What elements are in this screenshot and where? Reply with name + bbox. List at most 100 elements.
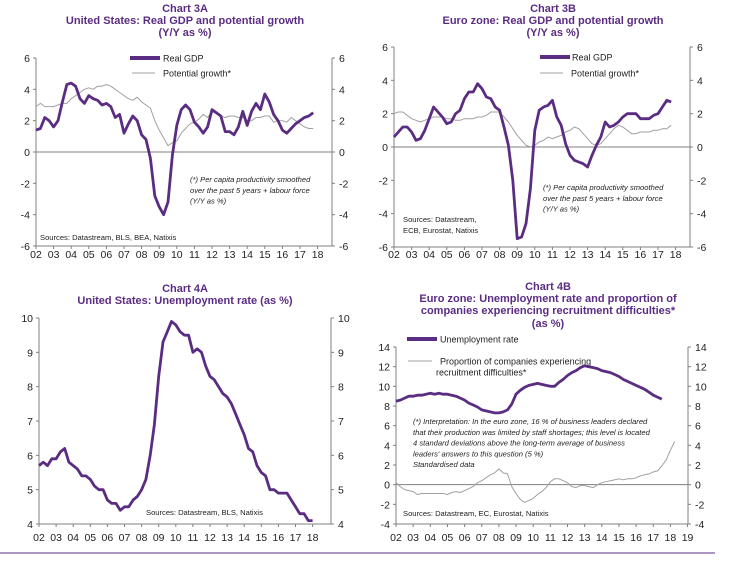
x-tick-label: 04 [423,249,435,261]
y-tick-label-right: 10 [338,313,350,325]
series-line-0 [392,82,672,241]
x-tick-label: 09 [510,532,522,544]
y-tick-label: -4 [379,209,388,221]
y-tick-label: 12 [378,362,390,374]
x-tick-label: 17 [647,532,659,544]
y-tick-label: 0 [384,480,390,492]
x-tick-label: 06 [101,249,113,261]
x-tick-label: 14 [241,249,253,261]
x-tick-label: 12 [562,532,574,544]
y-tick-label: 2 [384,460,390,472]
x-tick-label: 09 [153,249,165,261]
x-tick-label: 08 [136,532,148,544]
x-tick-label: 10 [529,249,541,261]
x-tick-label: 11 [547,249,558,261]
y-tick-label: 8 [27,382,33,394]
y-tick-label: 6 [384,421,390,433]
y-tick-label: 4 [27,519,33,531]
x-tick-label: 14 [596,532,608,544]
y-tick-label: -2 [21,178,30,190]
y-tick-label-right: 2 [697,109,703,121]
x-tick-label: 02 [390,532,402,544]
x-tick-label: 18 [670,249,682,261]
y-tick-label: -4 [21,210,30,222]
x-tick-label: 04 [424,532,436,544]
y-tick-label: 6 [382,42,388,54]
y-tick-label-right: 14 [695,342,707,354]
chart-title: Euro zone: Real GDP and potential growth [442,15,663,27]
y-tick-label: 10 [378,381,390,393]
x-tick-label: 18 [307,532,319,544]
chart-title: (Y/Y as %) [159,27,212,39]
x-tick-label: 08 [136,249,148,261]
legend-label: Proportion of companies experiencing [440,357,591,367]
x-tick-label: 07 [119,532,131,544]
x-tick-label: 07 [476,249,488,261]
x-tick-label: 19 [682,532,694,544]
x-tick-label: 17 [294,249,306,261]
x-tick-label: 04 [67,532,79,544]
chart-number: Chart 3A [162,3,208,15]
y-tick-label: 10 [21,313,33,325]
y-tick-label-right: -2 [339,178,348,190]
chart-sources: Sources: Datastream, BLS, BEA, Natixis [40,233,177,242]
chart-note: 4 standard deviations above the long-ter… [413,439,625,448]
legend-label: Potential growth* [571,69,640,79]
x-tick-label: 05 [84,532,96,544]
x-tick-label: 18 [312,249,324,261]
x-tick-label: 14 [599,249,611,261]
x-tick-label: 09 [153,532,165,544]
x-tick-label: 06 [459,249,471,261]
y-tick-label: 9 [27,347,33,359]
x-tick-label: 13 [582,249,594,261]
chart-note: leaders' answers to this question (5 %) [413,449,544,458]
legend-label: Unemployment rate [440,335,519,345]
legend-label: Real GDP [572,53,613,63]
chart-sources: ECB, Eurostat, Natixis [403,226,478,235]
x-tick-label: 04 [65,249,77,261]
y-tick-label-right: 6 [695,421,701,433]
chart-note: over the past 5 years + labour force [543,194,663,203]
x-tick-label: 13 [579,532,591,544]
x-tick-label: 15 [617,249,629,261]
x-tick-label: 07 [476,532,488,544]
chart-sources: Sources: Datastream, BLS, Natixis [146,508,263,517]
y-tick-label-right: 0 [695,480,701,492]
x-tick-label: 13 [224,249,236,261]
legend-label: Potential growth* [163,69,232,79]
y-tick-label-right: 5 [338,485,344,497]
chart-number: Chart 3B [530,3,576,15]
x-tick-label: 13 [221,532,233,544]
y-tick-label-right: 2 [695,460,701,472]
x-tick-label: 14 [238,532,250,544]
y-tick-label: -2 [381,499,390,511]
x-tick-label: 05 [83,249,95,261]
y-tick-label-right: -4 [339,210,348,222]
y-tick-label-right: 4 [695,440,701,452]
y-tick-label-right: 0 [697,142,703,154]
x-tick-label: 05 [441,249,453,261]
x-tick-label: 03 [48,249,60,261]
y-tick-label-right: 8 [695,401,701,413]
y-tick-label-right: 4 [697,75,703,87]
y-tick-label-right: 12 [695,362,707,374]
y-tick-label-right: 6 [339,53,345,65]
x-tick-label: 15 [255,532,267,544]
x-tick-label: 06 [459,532,471,544]
y-tick-label: -4 [381,519,390,531]
x-tick-label: 18 [665,532,677,544]
y-tick-label-right: 6 [697,42,703,54]
x-tick-label: 02 [388,249,400,261]
y-tick-label: 4 [384,440,390,452]
chart-sources: Sources: Datastream, EC, Eurostat, Natix… [403,509,549,518]
series-line-0 [395,364,663,415]
chart-note: (Y/Y as %) [543,205,580,214]
chart-note: (Y/Y as %) [190,197,227,206]
y-tick-label: 6 [27,450,33,462]
x-tick-label: 17 [652,249,664,261]
chart-number: Chart 4B [525,281,571,293]
y-tick-label: 0 [24,147,30,159]
